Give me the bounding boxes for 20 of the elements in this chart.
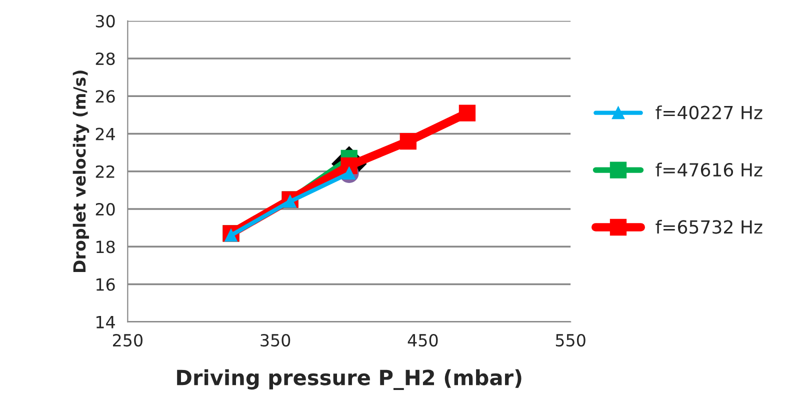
y-tick-label: 20 [96, 202, 115, 216]
x-tick-label: 350 [260, 334, 290, 347]
x-tick-label: 550 [556, 334, 586, 347]
y-tick-label: 30 [96, 14, 115, 28]
x-tick-label: 250 [112, 334, 142, 347]
legend-label: f=40227 Hz [656, 105, 762, 120]
legend-label: f=47616 Hz [656, 162, 762, 177]
y-tick-label: 26 [96, 90, 115, 103]
x-tick-label: 450 [408, 334, 438, 347]
legend-label: f=65732 Hz [656, 220, 762, 234]
y-tick-label: 22 [96, 165, 114, 178]
y-tick-label: 18 [96, 240, 115, 254]
point [458, 104, 476, 122]
y-tick-label: 28 [96, 52, 115, 66]
y-tick-label: 16 [96, 278, 115, 291]
y-axis-title: Droplet velocity (m/s) [72, 70, 90, 272]
point [400, 132, 417, 150]
x-axis-title: Driving pressure P_H2 (mbar) [177, 369, 522, 390]
y-tick-label: 14 [96, 316, 115, 328]
y-tick-label: 24 [96, 128, 115, 140]
